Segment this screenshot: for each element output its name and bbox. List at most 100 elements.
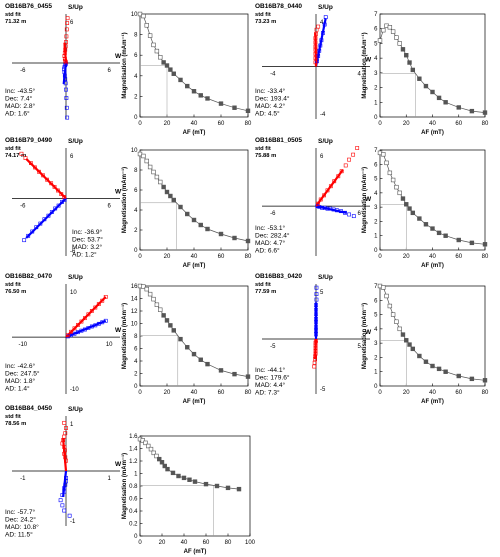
y-axis-label: Magnetisation (mAm⁻¹): [121, 167, 128, 233]
data-point: [158, 179, 163, 185]
axis-tick-label: 6: [70, 154, 74, 160]
y-tick-label: 16: [131, 284, 138, 290]
vertical-projection-point: [314, 338, 318, 343]
y-axis-label: Magnetisation (mAm⁻¹): [121, 453, 128, 519]
sample-depth: 71.32 m: [5, 19, 26, 25]
vertical-projection-point: [313, 36, 318, 41]
stat-ad: AD: 6.6°: [255, 247, 280, 255]
stat-inc: Inc: -36.9°: [72, 228, 102, 236]
y-tick-label: 1.2: [129, 459, 138, 465]
data-point: [161, 313, 166, 318]
data-point: [162, 463, 167, 469]
axis-tick-label: -1: [20, 476, 26, 482]
vertical-projection-point: [313, 357, 318, 362]
x-tick-label: 60: [455, 390, 462, 396]
x-tick-label: 20: [403, 121, 410, 127]
axis-tick-label: -5: [320, 387, 326, 393]
axis-tick-label: 4: [320, 20, 324, 26]
vertical-projection-point: [41, 173, 45, 178]
vertical-projection-point: [79, 319, 84, 324]
data-point: [482, 242, 488, 247]
vertical-projection-point: [313, 343, 318, 348]
vertical-projection-point: [336, 174, 341, 179]
x-tick-label: 40: [191, 121, 198, 127]
data-point: [390, 312, 396, 317]
x-tick-label: 60: [218, 390, 225, 396]
data-point: [203, 481, 209, 487]
horizontal-projection-point: [46, 213, 51, 218]
y-tick-label: 0: [134, 384, 138, 390]
vertical-projection-point: [62, 51, 67, 56]
data-point: [417, 216, 422, 221]
data-point: [443, 233, 448, 238]
data-point: [387, 25, 393, 30]
y-tick-label: 4: [374, 327, 378, 333]
y-tick-label: 6: [134, 53, 138, 59]
magnetisation-curve: [139, 285, 249, 377]
data-point: [164, 189, 170, 195]
data-point: [430, 226, 435, 231]
horizontal-projection-point: [319, 38, 324, 43]
vertical-projection-point: [313, 346, 318, 351]
data-point: [144, 23, 149, 28]
data-point: [165, 466, 170, 472]
data-point: [185, 211, 190, 217]
up-axis-label: S/Up: [68, 406, 83, 413]
vertical-projection-point: [347, 157, 351, 162]
y-tick-label: 7: [374, 284, 378, 290]
data-point: [400, 196, 406, 201]
stat-mad: MAD: 4.7°: [255, 239, 285, 247]
data-point: [158, 307, 163, 312]
plot-frame: [379, 149, 486, 251]
data-point: [178, 336, 183, 342]
y-axis-label: Magnetisation (mAm⁻¹): [361, 32, 368, 98]
data-point: [410, 346, 416, 352]
vertical-projection-point: [312, 360, 317, 365]
data-point: [154, 302, 160, 307]
vertical-projection-point: [96, 302, 101, 307]
x-axis-label: AF (mT): [421, 130, 444, 136]
x-tick-label: 0: [138, 254, 142, 260]
axis-tick-label: -6: [20, 203, 26, 209]
fit-method: std fit: [5, 12, 21, 18]
data-point: [404, 52, 409, 58]
sample-id: OB16B83_0420: [255, 273, 302, 280]
data-point: [218, 368, 224, 373]
horizontal-projection-point: [322, 22, 327, 27]
data-point: [430, 363, 435, 369]
axis-tick-label: 1: [70, 422, 74, 428]
data-point: [384, 293, 389, 299]
data-point: [187, 477, 192, 482]
data-point: [381, 27, 386, 33]
horizontal-projection-point: [62, 67, 66, 72]
data-point: [407, 60, 412, 65]
vertical-projection-point: [314, 32, 318, 36]
horizontal-projection-point: [318, 43, 323, 48]
vertical-projection-point: [62, 54, 67, 58]
horizontal-projection-point: [314, 332, 318, 337]
y-tick-label: 0: [374, 248, 378, 254]
w-axis-label: W: [115, 461, 122, 468]
data-point: [456, 373, 461, 379]
horizontal-projection-point: [34, 225, 39, 230]
data-point: [171, 197, 176, 203]
x-axis-label: AF (mT): [183, 263, 206, 269]
data-point: [397, 41, 402, 46]
data-point: [469, 108, 475, 114]
up-axis-label: S/Up: [318, 274, 333, 281]
data-point: [141, 13, 146, 19]
data-point: [387, 303, 393, 309]
data-point: [176, 473, 181, 479]
data-point: [436, 95, 442, 101]
vertical-projection-point: [355, 146, 360, 150]
vertical-projection-point: [59, 192, 64, 196]
x-tick-label: 0: [138, 390, 142, 396]
horizontal-projection-point: [58, 498, 63, 503]
data-point: [144, 286, 149, 292]
horizontal-projection-point: [351, 214, 356, 219]
y-axis-label: Magnetisation (mAm⁻¹): [361, 303, 368, 369]
fit-method: std fit: [255, 146, 271, 152]
horizontal-projection-point: [63, 77, 68, 82]
data-point: [397, 326, 402, 332]
demag-plot: AF (mT) Magnetisation (mAm⁻¹) 0 20 40 60 80 0 1 2…: [361, 148, 489, 269]
